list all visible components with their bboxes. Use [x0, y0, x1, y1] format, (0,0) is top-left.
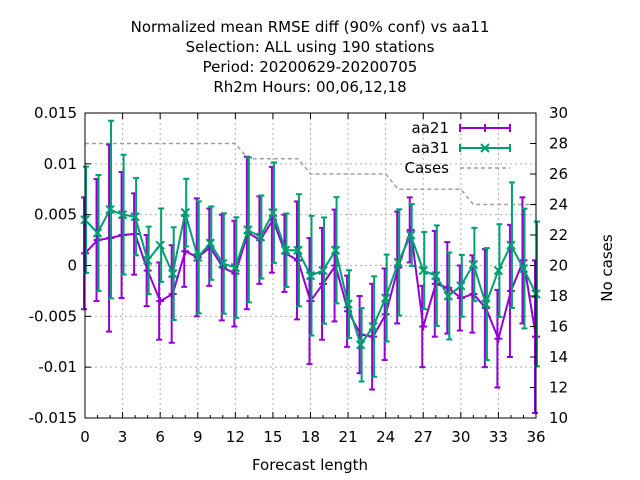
- title-line-4: Rh2m Hours: 00,06,12,18: [213, 78, 406, 96]
- point-aa31: [355, 340, 366, 350]
- y-tick-label: 0.015: [34, 104, 77, 122]
- point-aa31: [293, 245, 303, 255]
- x-tick-label: 36: [526, 428, 545, 446]
- x-tick-label: 6: [155, 428, 165, 446]
- y-tick-label: 0: [67, 257, 77, 275]
- y-tick-label: -0.005: [29, 307, 77, 325]
- x-tick-label: 0: [80, 428, 90, 446]
- point-aa31: [343, 299, 353, 309]
- point-aa31: [92, 228, 103, 238]
- point-aa31: [406, 230, 416, 240]
- point-aa31: [155, 240, 165, 250]
- x-tick-label: 21: [339, 428, 358, 446]
- legend-swatches: [459, 124, 511, 169]
- chart-title: Normalized mean RMSE diff (90% conf) vs …: [131, 18, 490, 96]
- x-tick-label: 9: [193, 428, 203, 446]
- x-tick-label: 30: [451, 428, 470, 446]
- point-aa31: [418, 265, 428, 276]
- legend-marker-aa31: [480, 143, 490, 153]
- cases-line: [85, 142, 536, 206]
- y2-tick-label: 20: [549, 257, 568, 275]
- point-aa31: [330, 245, 341, 255]
- point-aa31: [456, 281, 466, 291]
- point-aa31: [518, 263, 529, 274]
- point-aa31: [180, 207, 190, 218]
- series-layer: [80, 119, 541, 414]
- point-aa31: [305, 270, 316, 281]
- y-tick-label: 0.01: [44, 155, 77, 173]
- point-aa31: [130, 211, 140, 222]
- y2-tick-label: 28: [549, 135, 568, 153]
- x-tick-label: 27: [414, 428, 433, 446]
- legend-label-cases: Cases: [404, 159, 449, 177]
- y2-tick-label: 26: [549, 165, 568, 183]
- y2-tick-label: 18: [549, 287, 568, 305]
- title-line-3: Period: 20200629-20200705: [203, 58, 418, 76]
- legend-label-aa21: aa21: [412, 119, 449, 137]
- point-aa31: [268, 207, 278, 218]
- y2-tick-label: 22: [549, 226, 568, 244]
- point-aa31: [142, 255, 153, 266]
- point-aa31: [193, 252, 203, 263]
- y-tick-label: -0.015: [29, 409, 77, 427]
- x-tick-label: 24: [376, 428, 395, 446]
- x-axis-label: Forecast length: [252, 456, 368, 474]
- point-aa31: [255, 232, 266, 242]
- x-tick-label: 3: [118, 428, 128, 446]
- y2-tick-label: 30: [549, 104, 568, 122]
- y2-tick-label: 12: [549, 379, 568, 397]
- point-aa31: [105, 204, 115, 215]
- title-line-1: Normalized mean RMSE diff (90% conf) vs …: [131, 18, 490, 36]
- title-line-2: Selection: ALL using 190 stations: [186, 38, 435, 56]
- x-tick-label: 12: [226, 428, 245, 446]
- point-aa31: [280, 245, 291, 255]
- point-aa31: [243, 225, 253, 235]
- legend: aa21 aa31 Cases: [404, 119, 511, 177]
- point-aa31: [230, 262, 241, 273]
- y-tick-label: -0.01: [38, 358, 77, 376]
- x-tick-label: 15: [263, 428, 282, 446]
- legend-label-aa31: aa31: [412, 139, 449, 157]
- axis-ticks: 0 3 6 9 12 15 18 21 24 27 30 33 360.0150.010.0050-0.…: [29, 104, 568, 446]
- point-aa31: [493, 265, 504, 276]
- y2-tick-label: 16: [549, 318, 568, 336]
- point-aa31: [380, 293, 391, 303]
- x-tick-label: 18: [301, 428, 320, 446]
- point-aa31: [481, 299, 491, 309]
- point-aa31: [393, 257, 403, 268]
- cases-series: [85, 142, 536, 206]
- point-aa31: [468, 259, 479, 270]
- y2-tick-label: 24: [549, 196, 568, 214]
- series-aa31: [80, 119, 541, 383]
- point-aa31: [443, 291, 454, 301]
- x-tick-label: 33: [489, 428, 508, 446]
- y-tick-label: 0.005: [34, 206, 77, 224]
- point-aa31: [167, 268, 178, 279]
- point-aa31: [506, 240, 516, 250]
- point-aa31: [431, 270, 441, 281]
- point-aa31: [368, 321, 378, 332]
- point-aa31: [318, 265, 328, 276]
- point-aa31: [117, 209, 128, 220]
- point-aa31: [218, 258, 228, 269]
- right-axis-label: No cases: [598, 234, 616, 302]
- point-aa31: [205, 238, 215, 248]
- y2-tick-label: 14: [549, 348, 568, 366]
- y2-tick-label: 10: [549, 409, 568, 427]
